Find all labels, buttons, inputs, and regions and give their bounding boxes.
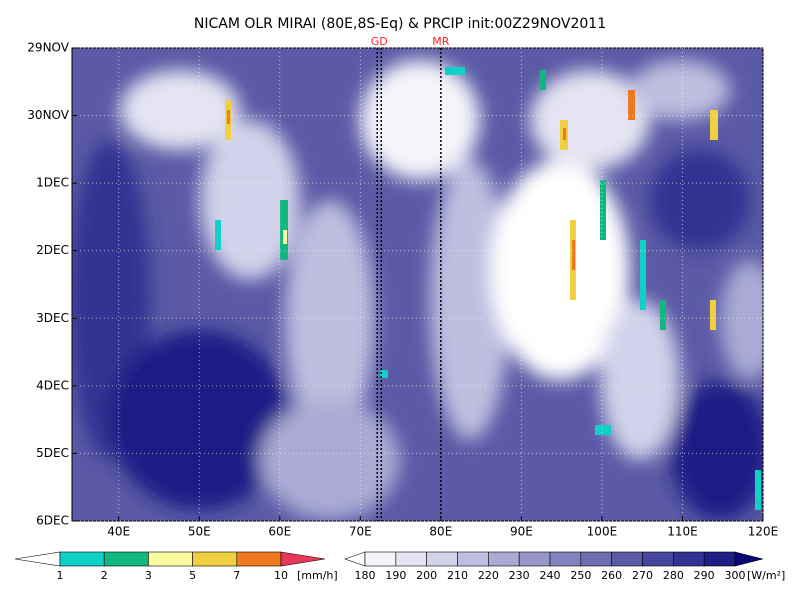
- y-tick-label: 3DEC: [36, 311, 69, 325]
- colorbar-label: 240: [540, 569, 561, 582]
- y-tick-label: 4DEC: [36, 378, 69, 392]
- colorbar-box: [192, 551, 238, 567]
- colorbar-label: 190: [385, 569, 406, 582]
- x-tick-label: 60E: [268, 525, 291, 539]
- y-tick-label: 5DEC: [36, 446, 69, 460]
- colorbar-units: [mm/h]: [297, 569, 338, 582]
- marker-label: GD: [371, 35, 388, 48]
- colorbar-box: [703, 551, 736, 567]
- colorbar-box: [611, 551, 643, 567]
- colorbar-box: [364, 551, 397, 567]
- y-tick-label: 30NOV: [27, 108, 69, 122]
- chart-layer: 40E 50E 60E 70E 80E 90E 100E 110E 120E 29NOV 30NOV…: [14, 35, 785, 582]
- x-tick-label: 120E: [748, 525, 779, 539]
- colorbar-label: 270: [632, 569, 653, 582]
- colorbar-box: [395, 551, 427, 567]
- colorbar-label: 10: [274, 569, 288, 582]
- colorbar-label: 290: [694, 569, 715, 582]
- colorbar-box: [236, 551, 282, 567]
- colorbar-box: [426, 551, 458, 567]
- colorbar-box: [59, 551, 105, 567]
- olr-field: [72, 48, 763, 521]
- colorbar-units: [W/m²]: [747, 569, 785, 582]
- colorbar-label: 220: [478, 569, 499, 582]
- colorbar-label: 180: [355, 569, 376, 582]
- colorbar-label: 280: [663, 569, 684, 582]
- colorbar-label: 250: [570, 569, 591, 582]
- colorbar-label: 1: [57, 569, 64, 582]
- x-tick-label: 40E: [107, 525, 130, 539]
- colorbar-box: [457, 551, 489, 567]
- colorbar-label: 5: [189, 569, 196, 582]
- marker-label: MR: [432, 35, 449, 48]
- precip-cells: [215, 67, 761, 510]
- colorbar-label: 200: [416, 569, 437, 582]
- x-tick-label: 110E: [667, 525, 698, 539]
- y-tick-label: 29NOV: [27, 41, 69, 55]
- colorbar-label: 7: [233, 569, 240, 582]
- colorbar-label: 300: [725, 569, 746, 582]
- colorbar-high: [280, 551, 326, 567]
- chart-title: NICAM OLR MIRAI (80E,8S-Eq) & PRCIP init…: [194, 16, 606, 32]
- colorbar-box: [488, 551, 520, 567]
- colorbar-high: [734, 551, 764, 567]
- colorbar-box: [549, 551, 582, 567]
- y-tick-label: 1DEC: [36, 176, 69, 190]
- colorbar-label: 210: [447, 569, 468, 582]
- colorbar-box: [148, 551, 193, 567]
- colorbar-box: [580, 551, 612, 567]
- colorbar-label: 230: [509, 569, 530, 582]
- y-tick-label: 6DEC: [36, 514, 69, 528]
- colorbar-label: 3: [145, 569, 152, 582]
- colorbar-box: [642, 551, 674, 567]
- colorbar-low: [14, 551, 61, 567]
- x-tick-label: 50E: [188, 525, 211, 539]
- colorbar-box: [103, 551, 149, 567]
- colorbar-low: [344, 551, 366, 567]
- x-tick-label: 80E: [429, 525, 452, 539]
- x-tick-label: 70E: [349, 525, 372, 539]
- colorbar-label: 2: [101, 569, 108, 582]
- colorbar-box: [518, 551, 551, 567]
- x-tick-label: 90E: [510, 525, 533, 539]
- y-tick-label: 2DEC: [36, 243, 69, 257]
- x-tick-label: 100E: [587, 525, 618, 539]
- colorbar-label: 260: [601, 569, 622, 582]
- colorbar-box: [673, 551, 705, 567]
